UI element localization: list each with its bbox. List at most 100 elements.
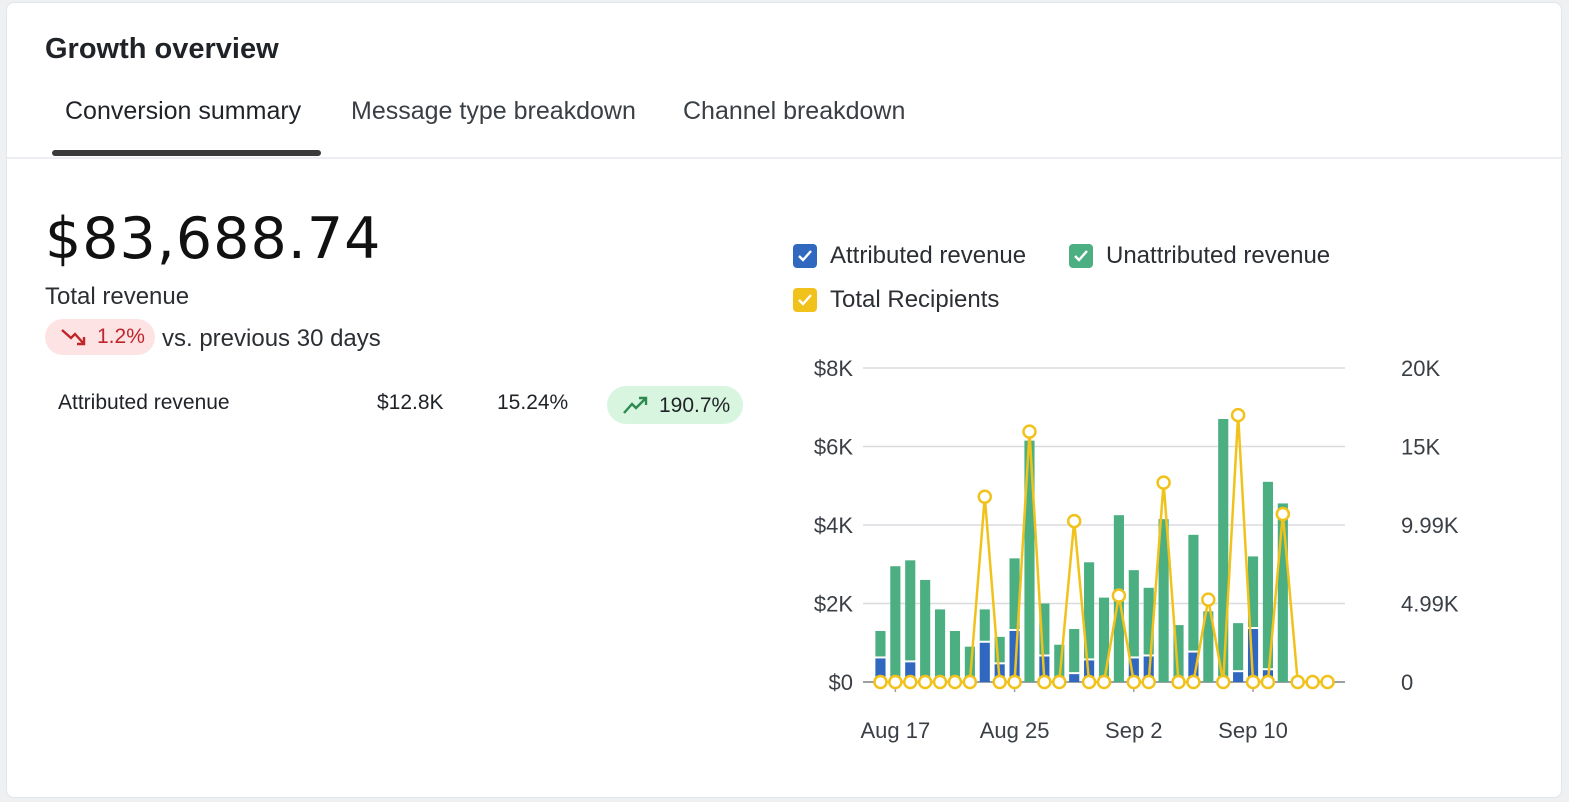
bar-attributed-revenue — [905, 662, 916, 682]
point-total-recipients — [1260, 674, 1276, 690]
bar-unattributed-revenue — [1277, 503, 1288, 682]
bar-attributed-revenue — [979, 642, 990, 682]
point-total-recipients — [1230, 407, 1246, 423]
bar-unattributed-revenue — [949, 630, 961, 682]
bar-unattributed-revenue — [905, 560, 916, 661]
y-left-tick-label: $8K — [814, 356, 853, 381]
bar-unattributed-revenue — [1009, 558, 1020, 629]
bar-unattributed-revenue — [1069, 629, 1080, 673]
point-total-recipients — [1111, 588, 1127, 603]
y-left-tick-label: $4K — [814, 513, 853, 538]
point-total-recipients — [1215, 674, 1231, 690]
point-total-recipients — [1052, 674, 1067, 690]
point-total-recipients — [992, 674, 1007, 690]
point-total-recipients — [1066, 513, 1082, 529]
breakdown-label: Attributed revenue — [58, 391, 230, 414]
y-right-tick-label: 0 — [1401, 670, 1413, 695]
point-total-recipients — [1081, 674, 1097, 690]
tab-message-type-breakdown[interactable]: Message type breakdown — [351, 97, 636, 125]
point-total-recipients — [1037, 674, 1052, 690]
point-total-recipients — [1275, 506, 1291, 522]
bar-unattributed-revenue — [1203, 611, 1214, 682]
revenue-chart: $0 0 $2K 4.99K $4K 9.99K $6K 15K $8K 20K Aug 17 Aug… — [814, 356, 1459, 743]
point-total-recipients — [1126, 674, 1142, 690]
point-total-recipients — [917, 674, 933, 690]
point-total-recipients — [1320, 674, 1335, 690]
bar-attributed-revenue — [1009, 630, 1020, 682]
bar-attributed-revenue — [1069, 674, 1080, 682]
point-total-recipients — [1156, 475, 1171, 490]
tab-conversion-summary[interactable]: Conversion summary — [65, 97, 302, 125]
y-right-tick-label: 20K — [1401, 356, 1440, 381]
trend-up-icon — [621, 393, 651, 422]
bar-unattributed-revenue — [1158, 519, 1169, 682]
bar-attributed-revenue — [1188, 652, 1199, 682]
breakdown-change-badge: 190.7% — [607, 386, 743, 424]
bar-unattributed-revenue — [979, 609, 990, 641]
point-total-recipients — [1186, 674, 1201, 690]
y-right-tick-label: 4.99K — [1401, 592, 1459, 617]
bar-unattributed-revenue — [1233, 623, 1244, 671]
point-total-recipients — [903, 674, 918, 690]
point-total-recipients — [1245, 674, 1261, 690]
growth-overview-card: Growth overview Conversion summary Messa… — [6, 2, 1562, 798]
bar-unattributed-revenue — [934, 609, 946, 682]
bar-unattributed-revenue — [1128, 570, 1139, 657]
point-total-recipients — [1201, 592, 1216, 607]
total-revenue-value: $83,688.74 — [45, 206, 382, 272]
point-total-recipients — [1022, 424, 1037, 439]
change-value: 1.2% — [97, 325, 145, 348]
bar-unattributed-revenue — [994, 636, 1005, 663]
legend-label: Total Recipients — [830, 286, 1000, 313]
bar-unattributed-revenue — [875, 630, 886, 657]
bar-unattributed-revenue — [1054, 644, 1065, 682]
card-title: Growth overview — [45, 33, 279, 65]
point-total-recipients — [1007, 674, 1022, 690]
x-tick-label: Aug 25 — [980, 718, 1050, 743]
bar-attributed-revenue — [1247, 629, 1259, 682]
y-left-tick-label: $0 — [829, 670, 853, 695]
legend-label: Unattributed revenue — [1106, 242, 1331, 269]
breakdown-change-value: 190.7% — [659, 394, 731, 417]
point-total-recipients — [873, 674, 888, 690]
checkbox-checked-icon[interactable] — [793, 244, 817, 268]
breakdown-amount: $12.8K — [377, 391, 444, 414]
total-revenue-label: Total revenue — [45, 283, 190, 310]
bar-unattributed-revenue — [1143, 587, 1154, 655]
point-total-recipients — [977, 489, 993, 504]
trend-down-icon — [59, 325, 89, 354]
checkbox-checked-icon[interactable] — [793, 288, 817, 312]
tab-channel-breakdown[interactable]: Channel breakdown — [683, 97, 906, 125]
bar-unattributed-revenue — [890, 566, 901, 682]
point-total-recipients — [888, 674, 903, 690]
bar-unattributed-revenue — [1024, 440, 1035, 682]
bar-unattributed-revenue — [1247, 556, 1259, 628]
y-right-tick-label: 15K — [1401, 435, 1440, 460]
checkbox-checked-icon[interactable] — [1069, 244, 1093, 268]
bar-unattributed-revenue — [1173, 625, 1184, 682]
bar-unattributed-revenue — [1188, 534, 1199, 651]
y-right-tick-label: 9.99K — [1401, 513, 1459, 538]
bar-unattributed-revenue — [1218, 419, 1229, 682]
x-tick-label: Aug 17 — [860, 718, 930, 743]
bar-unattributed-revenue — [1098, 597, 1110, 682]
bar-unattributed-revenue — [920, 579, 931, 682]
y-left-tick-label: $6K — [814, 435, 853, 460]
y-left-tick-label: $2K — [814, 592, 853, 617]
tab-bar: Conversion summary Message type breakdow… — [7, 95, 1561, 159]
bar-attributed-revenue — [875, 658, 886, 682]
bar-attributed-revenue — [1128, 658, 1139, 682]
breakdown-share: 15.24% — [497, 391, 569, 414]
change-caption: vs. previous 30 days — [162, 325, 381, 352]
change-badge: 1.2% — [45, 319, 155, 355]
point-total-recipients — [962, 674, 978, 690]
bar-unattributed-revenue — [964, 646, 975, 682]
point-total-recipients — [1096, 674, 1112, 690]
point-total-recipients — [932, 674, 948, 690]
point-total-recipients — [947, 674, 963, 690]
point-total-recipients — [1171, 674, 1186, 690]
point-total-recipients — [1305, 674, 1320, 690]
x-tick-label: Sep 2 — [1105, 718, 1163, 743]
x-tick-label: Sep 10 — [1218, 718, 1288, 743]
point-total-recipients — [1290, 674, 1305, 690]
